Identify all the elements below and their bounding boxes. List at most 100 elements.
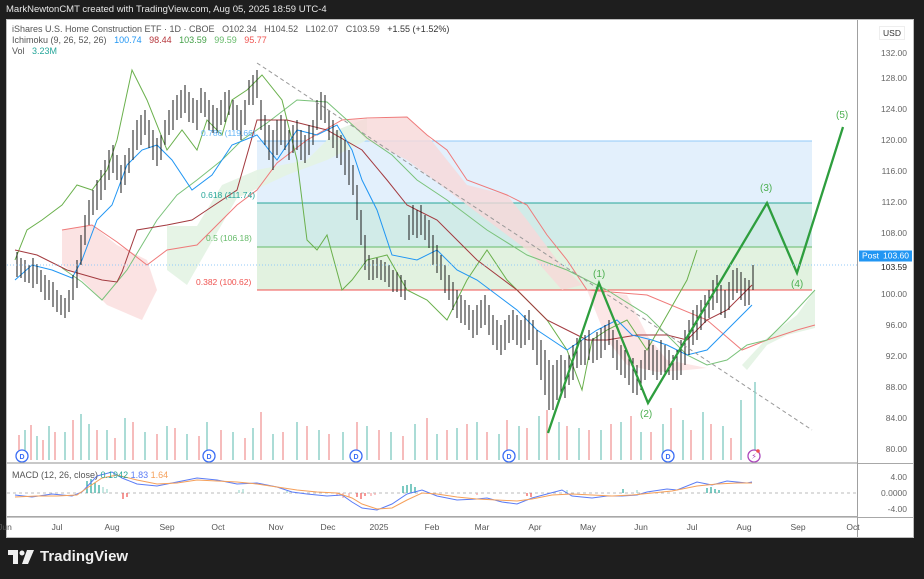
price-tick: 128.00	[881, 73, 907, 83]
ohlc-open: O102.34	[222, 24, 257, 34]
tradingview-logo[interactable]: TradingView	[8, 548, 128, 565]
kumo-cloud-bullish-2	[742, 290, 815, 370]
macd-signal-line	[14, 474, 752, 510]
time-label: Sep	[790, 522, 806, 532]
chikou-span	[14, 68, 698, 392]
ichimoku-conversion: 100.74	[114, 35, 142, 45]
svg-text:D: D	[206, 454, 211, 461]
fib-label-382: 0.382 (100.62)	[196, 277, 252, 287]
dividend-marker[interactable]	[15, 449, 29, 463]
time-axis[interactable]: Jun Jul Aug Sep Oct Nov Dec 2025 Feb Mar…	[0, 516, 860, 537]
brand-name: TradingView	[40, 548, 129, 565]
macd-legend[interactable]: MACD (12, 26, close) 0.1942 1.83 1.64	[12, 470, 168, 480]
last-price-label: 103.59	[881, 262, 907, 272]
macd-histogram	[86, 479, 720, 499]
svg-text:D: D	[353, 454, 358, 461]
price-tick: 92.00	[885, 351, 907, 361]
chart-frame[interactable]: iShares U.S. Home Construction ETF · 1D …	[0, 19, 914, 539]
svg-text:D: D	[665, 454, 670, 461]
senkou-span-a	[61, 99, 816, 366]
post-market-badge: Post 103.60	[859, 250, 912, 262]
price-change: +1.55 (+1.52%)	[387, 24, 450, 34]
price-tick: 100.00	[881, 289, 907, 299]
ohlc-low: L102.07	[305, 24, 339, 34]
wave-label-1: (1)	[593, 269, 606, 280]
volume-bars	[18, 382, 756, 460]
senkou-span-b	[61, 116, 816, 351]
price-tick: 108.00	[881, 228, 907, 238]
svg-text:⚡: ⚡	[751, 452, 757, 461]
symbol-row: iShares U.S. Home Construction ETF · 1D …	[12, 24, 454, 35]
price-tick: 84.00	[885, 413, 907, 423]
attribution-bar: MarkNewtonCMT created with TradingView.c…	[6, 4, 327, 15]
time-label: Jun	[634, 522, 648, 532]
price-axis[interactable]: USD 132.00 128.00 124.00 120.00 116.00 1…	[857, 20, 913, 537]
kumo-cloud-bullish-1	[167, 118, 367, 285]
price-chart[interactable]: D D D D D ⚡	[7, 20, 858, 539]
price-tick: 116.00	[881, 166, 907, 176]
kijun-sen	[14, 119, 753, 341]
tenkan-sen	[14, 124, 753, 356]
ichimoku-lead-b: 95.77	[244, 35, 267, 45]
volume-label: Vol	[12, 46, 25, 56]
time-label: Aug	[104, 522, 120, 532]
time-label: 2025	[369, 522, 389, 532]
time-label: Sep	[159, 522, 175, 532]
wave-label-4: (4)	[791, 279, 804, 290]
price-tick: 124.00	[881, 104, 907, 114]
wave-label-3: (3)	[760, 183, 773, 194]
volume-row[interactable]: Vol 3.23M	[12, 46, 454, 57]
macd-tick: -4.00	[887, 504, 907, 514]
macd-value: 1.83	[130, 470, 149, 480]
price-tick: 132.00	[881, 48, 907, 58]
candlesticks	[16, 70, 754, 410]
volume-value: 3.23M	[32, 46, 58, 56]
macd-tick: 0.0000	[881, 488, 907, 498]
kumo-cloud-bearish-2	[347, 117, 582, 290]
ichimoku-lead-a: 99.59	[214, 35, 237, 45]
fib-label-618: 0.618 (111.74)	[201, 190, 256, 200]
symbol-title[interactable]: iShares U.S. Home Construction ETF · 1D …	[12, 24, 215, 34]
time-label: May	[579, 522, 597, 532]
ichimoku-label: Ichimoku (9, 26, 52, 26)	[12, 35, 107, 45]
dividend-markers[interactable]	[15, 449, 675, 463]
price-tick: 88.00	[885, 382, 907, 392]
ichimoku-base: 98.44	[149, 35, 172, 45]
time-label: Aug	[736, 522, 752, 532]
fib-label-786: 0.786 (119.66)	[201, 128, 256, 138]
time-label: Oct	[211, 522, 225, 532]
price-tick: 120.00	[881, 135, 907, 145]
elliott-wave-path	[546, 126, 845, 434]
macd-label: MACD (12, 26, close)	[12, 470, 99, 480]
time-label: Nov	[268, 522, 284, 532]
fib-label-5: 0.5 (106.18)	[206, 233, 252, 243]
time-label: Jul	[51, 522, 63, 532]
ohlc-high: H104.52	[264, 24, 299, 34]
time-label: Apr	[528, 522, 542, 532]
svg-text:D: D	[19, 454, 24, 461]
wave-label-5: (5)	[836, 110, 849, 121]
tradingview-logo-icon	[8, 549, 34, 564]
macd-tick: 4.00	[890, 472, 907, 482]
time-label: Dec	[320, 522, 336, 532]
macd-signal-value: 1.64	[150, 470, 169, 480]
svg-text:D: D	[506, 454, 511, 461]
time-label: Mar	[474, 522, 490, 532]
dividend-marker[interactable]	[661, 449, 675, 463]
post-value: 103.60	[883, 250, 909, 261]
wave-label-2: (2)	[640, 409, 653, 420]
dividend-marker[interactable]	[349, 449, 363, 463]
earnings-icon[interactable]	[747, 449, 761, 463]
time-label: Feb	[424, 522, 440, 532]
downtrend-line	[256, 62, 813, 431]
price-tick: 112.00	[881, 197, 907, 207]
dividend-marker[interactable]	[502, 449, 516, 463]
ohlc-close: C103.59	[345, 24, 380, 34]
post-label: Post	[862, 250, 880, 261]
time-label: Oct	[846, 522, 860, 532]
dividend-marker[interactable]	[202, 449, 216, 463]
currency-label[interactable]: USD	[879, 26, 905, 40]
price-tick: 96.00	[885, 320, 907, 330]
ichimoku-row[interactable]: Ichimoku (9, 26, 52, 26) 100.74 98.44 10…	[12, 35, 454, 46]
price-tick: 80.00	[885, 444, 907, 454]
